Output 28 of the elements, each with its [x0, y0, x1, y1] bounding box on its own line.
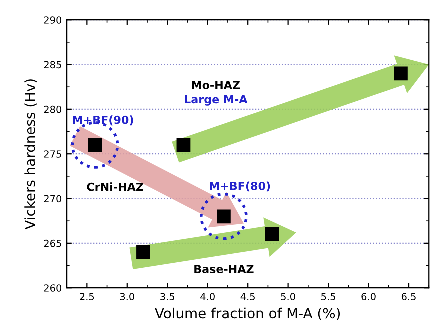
- annotation: Mo-HAZ: [192, 81, 240, 90]
- x-tick-label: 4.0: [200, 293, 215, 300]
- annotation: Large M-A: [185, 95, 248, 106]
- y-tick-label: 290: [44, 16, 62, 24]
- point: [394, 66, 408, 81]
- x-tick-label: 5.5: [322, 293, 336, 300]
- x-tick-label: 6.5: [402, 293, 416, 300]
- x-tick-label: 3.5: [160, 293, 175, 300]
- y-tick-label: 260: [44, 284, 62, 292]
- x-tick-label: 4.5: [240, 293, 255, 300]
- x-tick-label: 3.0: [120, 293, 134, 300]
- x-tick-label: 6.0: [362, 293, 376, 300]
- y-tick-label: 270: [44, 195, 62, 203]
- y-tick-label: 265: [44, 240, 62, 248]
- annotation: Base-HAZ: [194, 265, 254, 274]
- point: [136, 245, 150, 260]
- point: [176, 138, 191, 152]
- annotation: M+BF(90): [73, 116, 134, 126]
- y-tick-label: 275: [44, 150, 62, 158]
- y-tick-label: 285: [44, 61, 62, 69]
- y-axis-title: Vickers hardness (Hv): [24, 80, 38, 230]
- annotation: CrNi-HAZ: [87, 182, 144, 192]
- x-tick-label: 5.0: [281, 293, 296, 300]
- x-axis-title: Volume fraction of M-A (%): [155, 308, 340, 320]
- x-tick-label: 2.5: [80, 293, 94, 300]
- point: [265, 228, 280, 242]
- annotation: M+BF(80): [210, 182, 270, 192]
- y-tick-label: 280: [44, 106, 62, 114]
